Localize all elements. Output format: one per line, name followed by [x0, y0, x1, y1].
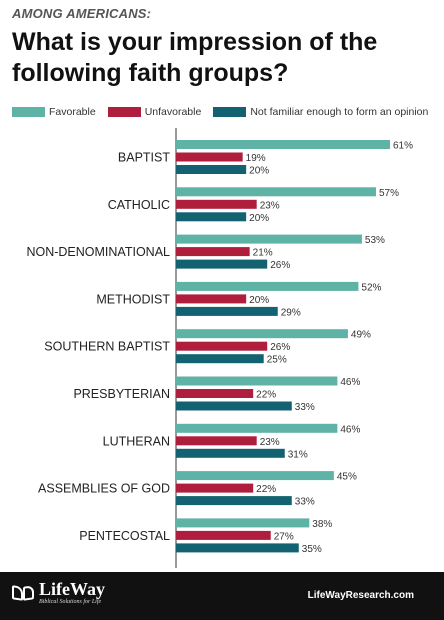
data-label: 22%	[256, 484, 276, 495]
bar-favorable	[176, 518, 310, 528]
bar-unfavorable	[176, 199, 257, 209]
legend-swatch-not-familiar	[213, 107, 247, 117]
data-label: 20%	[249, 213, 269, 224]
bar-favorable	[176, 329, 348, 339]
category-label: BAPTIST	[118, 151, 170, 165]
legend-swatch-favorable	[12, 107, 45, 117]
bar-unfavorable	[176, 152, 243, 162]
bar-unfavorable	[176, 436, 257, 446]
data-label: 52%	[361, 282, 381, 293]
bar-favorable	[176, 423, 338, 433]
data-label: 21%	[253, 248, 273, 259]
book-icon	[12, 585, 36, 601]
legend-item-unfavorable: Unfavorable	[107, 106, 202, 118]
category-label: PENTECOSTAL	[79, 529, 170, 543]
bar-favorable	[176, 376, 338, 386]
data-label: 33%	[295, 497, 315, 508]
data-label: 20%	[249, 166, 269, 177]
legend-item-not-familiar: Not familiar enough to form an opinion	[213, 106, 428, 118]
data-label: 46%	[340, 377, 360, 388]
data-label: 19%	[246, 153, 266, 164]
category-label: LUTHERAN	[103, 434, 170, 448]
bar-favorable	[176, 140, 390, 149]
data-label: 20%	[249, 295, 269, 306]
bar-not	[176, 401, 292, 411]
category-label: SOUTHERN BAPTIST	[44, 340, 170, 354]
data-label: 25%	[267, 355, 287, 366]
lifeway-logo: LifeWay Biblical Solutions for Life	[12, 580, 105, 606]
bar-not	[176, 543, 299, 553]
bar-favorable	[176, 187, 376, 197]
chart-legend: Favorable Unfavorable Not familiar enoug…	[12, 106, 442, 118]
footer-bar: LifeWay Biblical Solutions for Life Life…	[0, 572, 444, 620]
data-label: 27%	[274, 531, 294, 542]
legend-item-favorable: Favorable	[12, 106, 96, 118]
legend-swatch-unfavorable	[107, 107, 141, 117]
bar-not	[176, 165, 247, 174]
category-label: CATHOLIC	[108, 198, 170, 212]
data-label: 31%	[288, 449, 308, 460]
data-label: 53%	[365, 235, 385, 246]
category-label: ASSEMBLIES OF GOD	[38, 482, 170, 496]
bar-favorable	[176, 281, 359, 291]
bar-not	[176, 212, 247, 222]
bar-unfavorable	[176, 530, 271, 540]
category-label: PRESBYTERIAN	[73, 387, 170, 401]
bar-unfavorable	[176, 294, 247, 304]
data-label: 61%	[393, 141, 413, 152]
legend-label-favorable: Favorable	[49, 106, 96, 118]
chart-kicker: AMONG AMERICANS:	[12, 6, 152, 21]
data-label: 26%	[270, 260, 290, 271]
data-label: 26%	[270, 342, 290, 353]
data-label: 46%	[340, 424, 360, 435]
bar-unfavorable	[176, 247, 250, 257]
bar-not	[176, 496, 292, 506]
legend-label-not-familiar: Not familiar enough to form an opinion	[250, 106, 429, 118]
bar-chart: BAPTIST 61% 19% 20% CATHOLIC 57% 23% 20% NON-DEN…	[26, 128, 413, 568]
data-label: 29%	[281, 307, 301, 318]
data-label: 49%	[351, 330, 371, 341]
data-label: 38%	[312, 519, 332, 530]
data-label: 33%	[295, 402, 315, 413]
data-label: 45%	[337, 472, 357, 483]
logo-tagline: Biblical Solutions for Life	[39, 599, 102, 605]
bar-not	[176, 306, 278, 316]
bar-not	[176, 448, 285, 458]
category-label: METHODIST	[96, 292, 170, 306]
data-label: 57%	[379, 188, 399, 199]
bar-unfavorable	[176, 341, 268, 351]
footer-site-link[interactable]: LifeWayResearch.com	[307, 590, 414, 601]
category-label: NON-DENOMINATIONAL	[26, 245, 170, 259]
bar-favorable	[176, 234, 362, 244]
data-label: 22%	[256, 390, 276, 401]
logo-wordmark: LifeWay	[39, 579, 105, 599]
legend-label-unfavorable: Unfavorable	[144, 106, 202, 118]
data-label: 23%	[260, 437, 280, 448]
bar-unfavorable	[176, 483, 254, 493]
data-label: 35%	[302, 544, 322, 555]
bar-unfavorable	[176, 389, 254, 398]
data-label: 23%	[260, 200, 280, 211]
bar-favorable	[176, 471, 334, 481]
bar-not	[176, 259, 268, 269]
bar-not	[176, 354, 264, 364]
chart-title: What is your impression of the following…	[12, 28, 378, 87]
